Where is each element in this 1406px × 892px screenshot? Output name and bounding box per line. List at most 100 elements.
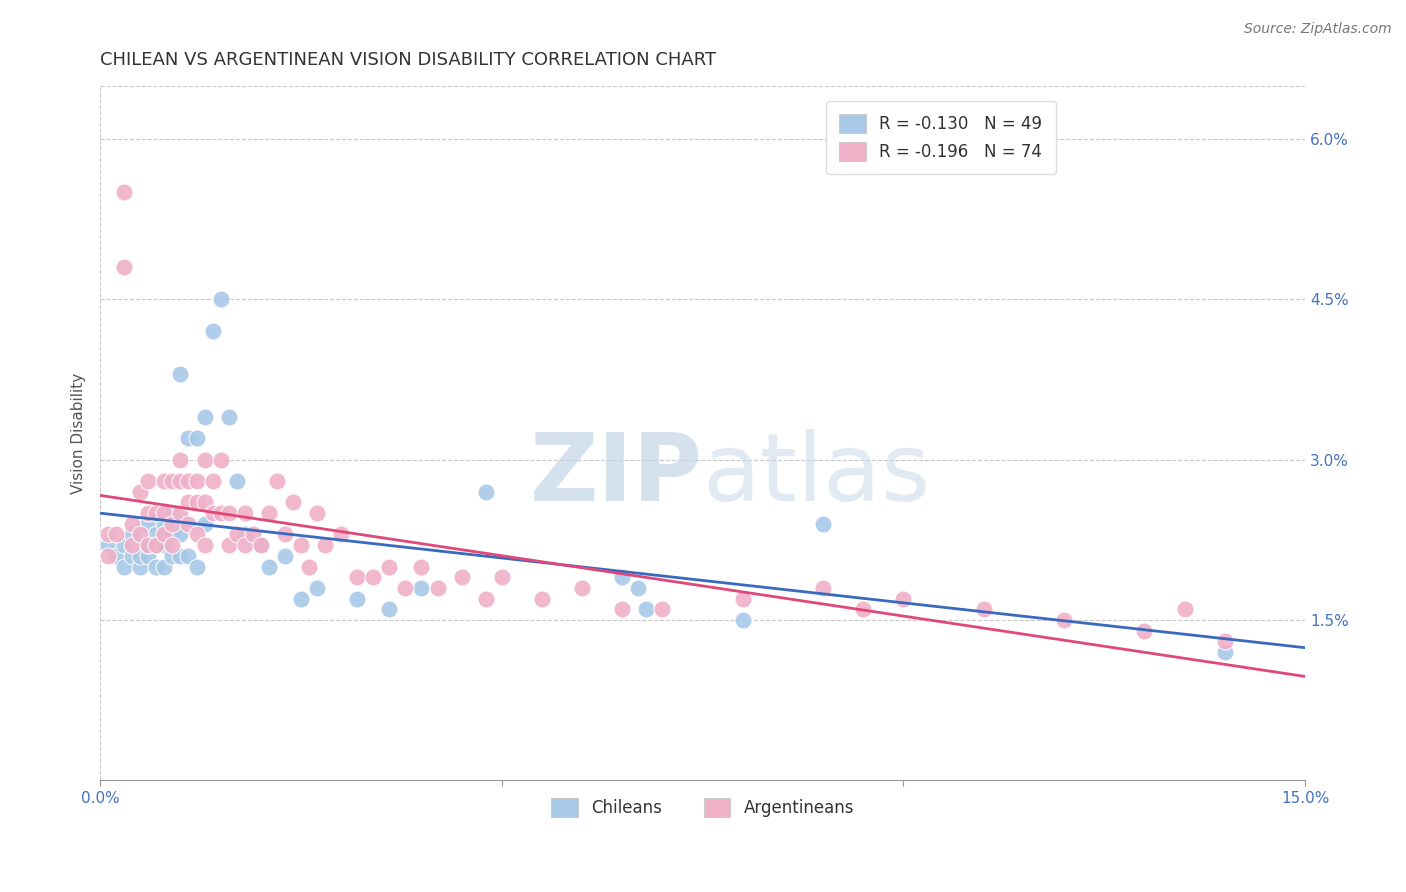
Point <box>411 581 433 595</box>
Point <box>105 527 128 541</box>
Point <box>242 527 264 541</box>
Point <box>1213 645 1236 659</box>
Point <box>378 559 401 574</box>
Point <box>233 527 256 541</box>
Point <box>145 538 167 552</box>
Point <box>305 506 328 520</box>
Point <box>330 527 353 541</box>
Point <box>290 538 312 552</box>
Point <box>169 527 191 541</box>
Point <box>186 431 208 445</box>
Point <box>218 506 240 520</box>
Point <box>112 260 135 275</box>
Point <box>361 570 384 584</box>
Point <box>249 538 271 552</box>
Point <box>450 570 472 584</box>
Point <box>225 474 247 488</box>
Text: Source: ZipAtlas.com: Source: ZipAtlas.com <box>1244 22 1392 37</box>
Point <box>274 549 297 563</box>
Point <box>121 538 143 552</box>
Point <box>249 538 271 552</box>
Point <box>218 409 240 424</box>
Point <box>97 549 120 563</box>
Point <box>121 549 143 563</box>
Point <box>1174 602 1197 616</box>
Text: atlas: atlas <box>703 428 931 521</box>
Point <box>162 516 184 531</box>
Point <box>218 538 240 552</box>
Point <box>177 549 200 563</box>
Point <box>314 538 336 552</box>
Point <box>145 538 167 552</box>
Point <box>121 527 143 541</box>
Point <box>177 516 200 531</box>
Point <box>636 602 658 616</box>
Point <box>145 559 167 574</box>
Point <box>426 581 449 595</box>
Point <box>129 559 152 574</box>
Point <box>612 570 634 584</box>
Point <box>209 293 232 307</box>
Point <box>193 409 215 424</box>
Point <box>186 559 208 574</box>
Point <box>162 538 184 552</box>
Point <box>112 538 135 552</box>
Point <box>136 538 159 552</box>
Point <box>153 559 176 574</box>
Point <box>129 527 152 541</box>
Point <box>145 506 167 520</box>
Point <box>266 474 288 488</box>
Point <box>97 538 120 552</box>
Point <box>136 549 159 563</box>
Point <box>852 602 875 616</box>
Point <box>121 516 143 531</box>
Point <box>651 602 673 616</box>
Point <box>169 452 191 467</box>
Point <box>153 506 176 520</box>
Point <box>193 516 215 531</box>
Point <box>811 516 834 531</box>
Point <box>973 602 995 616</box>
Point <box>186 474 208 488</box>
Point <box>193 495 215 509</box>
Point <box>162 527 184 541</box>
Point <box>153 538 176 552</box>
Point <box>571 581 593 595</box>
Point <box>346 591 368 606</box>
Point <box>112 186 135 200</box>
Point <box>201 474 224 488</box>
Point <box>612 602 634 616</box>
Point <box>153 516 176 531</box>
Point <box>129 549 152 563</box>
Text: ZIP: ZIP <box>530 428 703 521</box>
Y-axis label: Vision Disability: Vision Disability <box>72 372 86 493</box>
Point <box>290 591 312 606</box>
Point <box>474 484 496 499</box>
Point <box>97 527 120 541</box>
Point <box>201 506 224 520</box>
Point <box>731 613 754 627</box>
Point <box>298 559 321 574</box>
Point <box>209 452 232 467</box>
Point <box>129 484 152 499</box>
Point <box>811 581 834 595</box>
Point <box>162 506 184 520</box>
Point <box>233 538 256 552</box>
Point <box>201 324 224 338</box>
Point <box>346 570 368 584</box>
Point <box>169 367 191 381</box>
Point <box>530 591 553 606</box>
Point <box>491 570 513 584</box>
Point <box>162 549 184 563</box>
Text: CHILEAN VS ARGENTINEAN VISION DISABILITY CORRELATION CHART: CHILEAN VS ARGENTINEAN VISION DISABILITY… <box>100 51 716 69</box>
Point <box>1213 634 1236 648</box>
Point <box>474 591 496 606</box>
Point <box>136 516 159 531</box>
Point <box>209 506 232 520</box>
Point <box>257 506 280 520</box>
Point <box>105 549 128 563</box>
Point <box>186 495 208 509</box>
Point <box>112 559 135 574</box>
Point <box>193 452 215 467</box>
Point <box>169 474 191 488</box>
